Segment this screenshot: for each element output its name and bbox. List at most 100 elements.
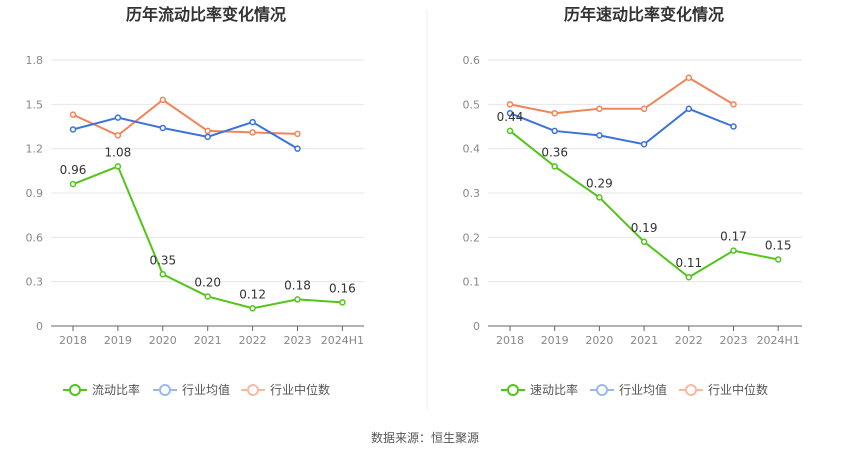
series-point-2 xyxy=(506,109,514,117)
x-tick-label: 2018 xyxy=(59,334,87,347)
legend-label: 行业中位数 xyxy=(270,382,330,397)
y-tick-label: 1.5 xyxy=(26,98,44,111)
series-point-3 xyxy=(114,132,122,139)
x-tick-label: 2019 xyxy=(541,334,569,347)
x-tick-label: 2020 xyxy=(585,334,613,347)
y-tick-label: 0.5 xyxy=(463,98,481,111)
y-tick-label: 1.8 xyxy=(26,54,44,67)
legend-circle-marker xyxy=(159,384,171,396)
series-point-3 xyxy=(204,127,211,135)
series-point-3 xyxy=(69,111,77,118)
x-tick-label: 2022 xyxy=(675,334,703,347)
series-point-1 xyxy=(294,296,301,303)
series-line-3 xyxy=(509,76,735,115)
y-tick-label: 0 xyxy=(36,320,43,333)
data-label: 0.15 xyxy=(765,239,792,253)
data-label: 0.11 xyxy=(675,256,702,270)
x-tick-label: 2020 xyxy=(149,334,177,347)
x-tick-label: 2024H1 xyxy=(757,334,800,347)
series-point-3 xyxy=(685,74,693,81)
chart-title: 历年流动比率变化情况 xyxy=(126,5,286,24)
legend-circle-marker xyxy=(69,384,81,396)
chart-title: 历年速动比率变化情况 xyxy=(564,5,724,24)
chart-panel-1: 历年流动比率变化情况 0 0.3 0.6 0.9 1.2 1.5 1.8 2018 2019 202… xyxy=(26,5,365,397)
series-point-2 xyxy=(730,123,737,130)
y-tick-label: 0.3 xyxy=(463,187,481,200)
legend-circle-marker xyxy=(596,384,608,396)
y-tick-label: 0.9 xyxy=(26,187,44,200)
data-label: 0.19 xyxy=(631,221,658,235)
legend-label: 行业均值 xyxy=(619,382,667,397)
series-point-1 xyxy=(159,271,167,278)
x-tick-label: 2019 xyxy=(104,334,132,347)
series-point-3 xyxy=(506,101,514,108)
series-point-3 xyxy=(640,105,648,113)
data-label: 0.36 xyxy=(541,145,568,159)
legend-circle-marker xyxy=(507,384,519,396)
data-label: 0.35 xyxy=(149,253,176,267)
legend-item-3: 行业中位数 xyxy=(679,382,768,397)
series-point-3 xyxy=(551,109,558,117)
series-point-1 xyxy=(69,180,77,188)
data-label: 0.96 xyxy=(60,163,87,177)
legend-label: 行业中位数 xyxy=(708,382,768,397)
series-point-2 xyxy=(159,124,167,132)
series-point-2 xyxy=(596,132,603,139)
series-point-2 xyxy=(551,127,558,135)
legend-item-2: 行业均值 xyxy=(590,382,667,397)
data-label: 0.12 xyxy=(239,287,266,301)
series-point-1 xyxy=(774,256,782,263)
x-tick-label: 2023 xyxy=(284,334,312,347)
series-point-3 xyxy=(294,130,301,138)
series-point-1 xyxy=(204,293,211,300)
legend-label: 流动比率 xyxy=(92,382,140,397)
series-point-1 xyxy=(551,163,558,170)
series-point-2 xyxy=(204,133,211,141)
data-label: 0.20 xyxy=(194,275,221,289)
y-tick-label: 0.3 xyxy=(26,276,44,289)
x-tick-label: 2023 xyxy=(720,334,748,347)
data-source-note: 数据来源：恒生聚源 xyxy=(370,431,479,445)
x-tick-label: 2021 xyxy=(194,334,222,347)
series-point-2 xyxy=(69,126,77,133)
series-line-2 xyxy=(72,116,299,150)
y-tick-label: 0.6 xyxy=(463,54,481,67)
legend-circle-marker xyxy=(685,384,697,396)
series-point-3 xyxy=(159,96,167,104)
legend-item-3: 行业中位数 xyxy=(241,382,330,397)
legend-label: 速动比率 xyxy=(530,382,578,397)
series-point-1 xyxy=(339,299,346,306)
y-tick-label: 0.6 xyxy=(26,231,44,244)
legend-item-1: 流动比率 xyxy=(63,382,140,397)
data-label: 0.16 xyxy=(329,281,356,295)
data-label: 0.17 xyxy=(720,230,747,244)
series-point-3 xyxy=(596,105,603,113)
y-tick-label: 0.1 xyxy=(463,276,481,289)
y-tick-label: 0.2 xyxy=(463,231,481,244)
data-label: 1.08 xyxy=(105,145,132,159)
data-label: 0.18 xyxy=(284,278,311,292)
data-label: 0.44 xyxy=(497,110,524,124)
series-point-1 xyxy=(114,163,122,170)
x-tick-label: 2018 xyxy=(496,334,524,347)
series-point-1 xyxy=(506,127,514,135)
x-tick-label: 2024H1 xyxy=(321,334,364,347)
series-point-1 xyxy=(596,194,603,201)
series-point-2 xyxy=(294,145,301,152)
legend-circle-marker xyxy=(247,384,259,396)
x-tick-label: 2022 xyxy=(239,334,267,347)
y-tick-label: 0.4 xyxy=(463,143,481,156)
y-tick-label: 0 xyxy=(473,320,480,333)
legend-label: 行业均值 xyxy=(182,382,230,397)
legend-item-1: 速动比率 xyxy=(501,382,578,397)
x-tick-label: 2021 xyxy=(630,334,658,347)
data-label: 0.29 xyxy=(586,176,613,190)
y-tick-label: 1.2 xyxy=(26,143,44,156)
series-point-2 xyxy=(685,105,693,113)
series-point-2 xyxy=(640,140,648,148)
series-point-3 xyxy=(730,101,737,108)
legend-item-2: 行业均值 xyxy=(153,382,230,397)
series-point-1 xyxy=(249,305,256,312)
